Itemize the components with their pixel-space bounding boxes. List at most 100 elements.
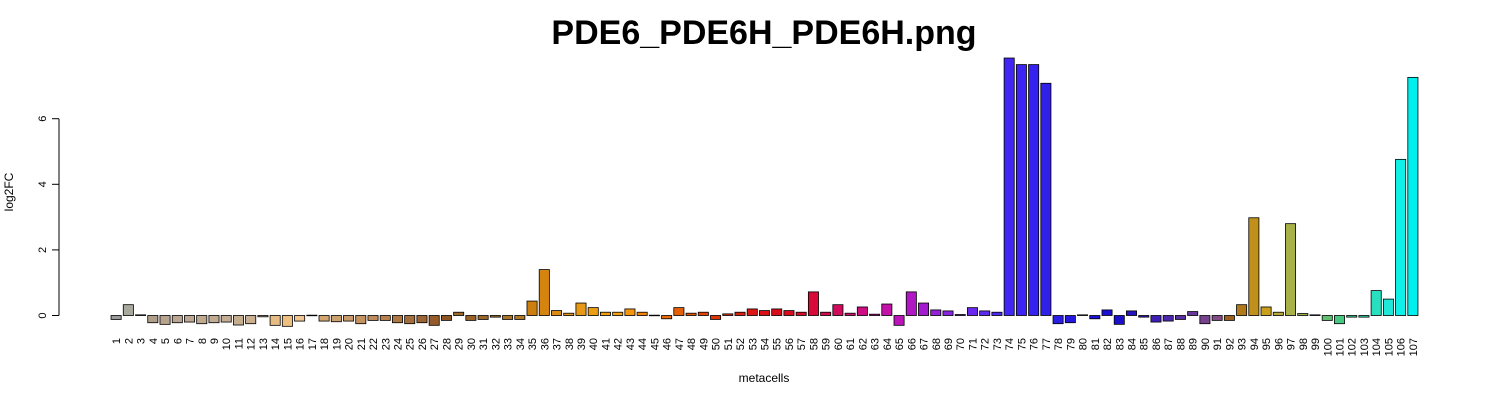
x-tick-label: 90: [1200, 338, 1212, 350]
x-tick-label: 11: [233, 338, 245, 349]
x-tick-label: 87: [1163, 338, 1175, 350]
bar-49: [697, 311, 709, 316]
x-tick-label: 103: [1359, 338, 1371, 356]
bar-75: [1015, 64, 1027, 316]
bar-80: [1077, 314, 1089, 316]
bar-37: [551, 310, 563, 316]
bar-78: [1052, 315, 1064, 325]
x-tick-label: 97: [1286, 338, 1298, 350]
bar-106: [1395, 158, 1407, 316]
x-tick-label: 69: [943, 338, 955, 350]
bar-2: [122, 304, 134, 316]
x-tick-label: 9: [209, 338, 221, 344]
x-tick-label: 67: [919, 338, 931, 350]
bar-10: [220, 315, 232, 323]
x-tick-label: 75: [1016, 338, 1028, 350]
bar-18: [318, 315, 330, 322]
x-tick-label: 107: [1408, 338, 1420, 356]
x-tick-label: 70: [955, 338, 967, 350]
bar-36: [538, 269, 550, 316]
x-tick-label: 13: [258, 338, 270, 350]
x-tick-label: 98: [1298, 338, 1310, 350]
x-tick-label: 73: [992, 338, 1004, 350]
bar-97: [1285, 223, 1297, 316]
bar-23: [379, 315, 391, 321]
bar-91: [1211, 315, 1223, 321]
bar-50: [710, 315, 722, 320]
x-tick-label: 105: [1383, 338, 1395, 356]
x-tick-label: 8: [197, 338, 209, 344]
bar-99: [1309, 314, 1321, 316]
x-tick-label: 55: [772, 338, 784, 350]
bar-13: [257, 315, 269, 318]
bar-53: [746, 308, 758, 316]
bar-77: [1040, 82, 1052, 316]
bar-31: [477, 315, 489, 320]
x-tick-label: 42: [613, 338, 625, 350]
x-tick-label: 16: [295, 338, 307, 350]
x-tick-label: 52: [735, 338, 747, 350]
x-tick-label: 3: [136, 338, 148, 344]
bar-63: [869, 313, 881, 316]
bar-4: [147, 315, 159, 324]
x-tick-label: 72: [980, 338, 992, 350]
bar-27: [428, 315, 440, 326]
bar-54: [759, 310, 770, 316]
x-tick-label: 49: [698, 338, 710, 350]
x-tick-label: 6: [172, 338, 184, 344]
bar-56: [783, 310, 795, 316]
x-tick-label: 91: [1212, 338, 1224, 350]
x-tick-label: 96: [1273, 338, 1285, 350]
x-tick-label: 39: [576, 338, 588, 350]
x-tick-label: 41: [600, 338, 612, 350]
x-tick-labels: 1 2 3 4 5 6 7 8 9 10 11 12 13 14 15 16 17 18 19 20 21 22 23 24 2…: [111, 338, 1420, 356]
bar-15: [281, 315, 293, 327]
bar-59: [820, 311, 832, 316]
x-tick-label: 81: [1090, 338, 1102, 350]
x-tick-label: 85: [1139, 338, 1151, 350]
x-tick-label: 45: [649, 338, 661, 350]
x-tick-label: 53: [747, 338, 759, 350]
x-tick-label: 57: [796, 338, 808, 350]
bar-20: [343, 315, 355, 322]
bar-5: [159, 315, 171, 325]
x-tick-label: 36: [539, 338, 551, 350]
x-tick-label: 2: [123, 338, 135, 344]
x-tick-label: 29: [454, 338, 466, 350]
bar-62: [856, 306, 868, 316]
bar-43: [624, 308, 636, 316]
bar-72: [979, 310, 991, 316]
bar-94: [1248, 217, 1260, 316]
x-tick-label: 79: [1065, 338, 1077, 350]
x-tick-label: 38: [564, 338, 576, 350]
x-tick-label: 65: [894, 338, 906, 350]
x-tick-label: 94: [1249, 338, 1261, 350]
x-tick-label: 80: [1078, 338, 1090, 350]
bar-22: [367, 315, 379, 321]
y-tick-label: 0: [37, 312, 49, 318]
x-tick-label: 24: [392, 338, 404, 350]
bar-70: [954, 314, 966, 316]
bar-96: [1272, 311, 1284, 316]
bar-24: [392, 315, 403, 324]
bar-85: [1138, 315, 1150, 318]
bar-82: [1101, 309, 1113, 316]
bar-51: [722, 313, 734, 316]
x-axis-label: metacells: [739, 371, 790, 385]
bar-87: [1162, 315, 1174, 322]
x-tick-label: 89: [1188, 338, 1200, 350]
x-tick-label: 99: [1310, 338, 1322, 350]
bar-45: [648, 314, 660, 317]
x-tick-label: 12: [246, 338, 258, 350]
x-tick-label: 62: [857, 338, 869, 350]
x-tick-label: 104: [1371, 338, 1383, 356]
bar-103: [1358, 315, 1370, 318]
x-tick-label: 78: [1053, 338, 1065, 350]
x-tick-label: 21: [356, 338, 368, 350]
bar-95: [1260, 306, 1272, 316]
bar-11: [232, 315, 244, 326]
bar-74: [1003, 57, 1015, 316]
x-tick-label: 101: [1334, 338, 1346, 356]
x-tick-label: 22: [368, 338, 380, 350]
